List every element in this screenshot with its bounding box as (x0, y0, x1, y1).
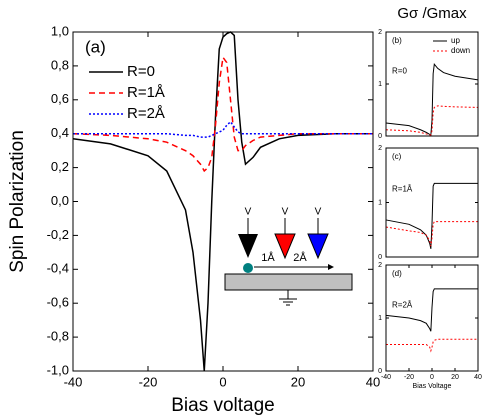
y-tick-label: 0 (378, 254, 382, 261)
series-line (385, 182, 478, 249)
y-tick-label: 0,2 (51, 159, 69, 174)
y-tick-label: -0,6 (47, 295, 69, 310)
x-tick-label: -20 (404, 374, 414, 381)
series-line (385, 221, 478, 247)
x-tick-label: 40 (366, 374, 380, 389)
series-line (385, 63, 479, 136)
legend-label: up (451, 36, 460, 45)
substrate (224, 273, 353, 291)
plot-frame (385, 264, 479, 372)
y-tick-label: 0 (378, 368, 382, 375)
tip (274, 233, 296, 260)
annotation: V (282, 207, 289, 218)
y-tick-label: 2 (378, 29, 382, 36)
y-tick-label: 0,0 (51, 193, 69, 208)
panel-label: (c) (392, 152, 402, 161)
arrow-head (328, 264, 334, 270)
legend-label: R=0 (127, 63, 155, 80)
series-line (72, 31, 373, 372)
panel-label: (a) (85, 37, 106, 56)
panel-label: (b) (392, 36, 402, 45)
y-axis-label: Spin Polarization (7, 130, 28, 273)
legend-label: down (451, 46, 470, 55)
y-tick-label: 1 (378, 315, 382, 322)
x-axis-label: Bias voltage (171, 395, 275, 416)
y-tick-label: 0,8 (51, 57, 69, 72)
y-tick-label: -0,8 (47, 329, 69, 344)
title: Gσ /Gmax (397, 5, 467, 22)
plot-frame (385, 147, 479, 258)
atom (243, 263, 253, 273)
series-line (385, 288, 478, 332)
x-tick-label: 40 (474, 374, 482, 381)
y-tick-label: 0 (378, 133, 382, 140)
tip (238, 234, 258, 258)
y-tick-label: 1,0 (51, 23, 69, 38)
y-tick-label: -1,0 (47, 362, 69, 377)
annotation: 2Å (293, 251, 307, 264)
inset-diagram: V V V 1Å 2Å (224, 207, 353, 306)
legend-label: R=2Å (127, 105, 165, 122)
x-axis-label: Bias Voltage (413, 383, 452, 390)
x-tick-label: 20 (451, 374, 459, 381)
y-tick-label: -0,4 (47, 261, 69, 276)
y-tick-label: 0,4 (51, 125, 69, 140)
y-tick-label: -0,2 (47, 227, 69, 242)
x-tick-label: -40 (64, 374, 83, 389)
series-line (386, 338, 478, 353)
x-tick-label: 0 (430, 374, 434, 381)
y-tick-label: 2 (378, 145, 382, 152)
x-tick-label: 0 (219, 374, 226, 389)
series-line (385, 105, 479, 136)
annotation: 1Å (261, 251, 275, 264)
legend-label: R=1Å (127, 84, 165, 101)
annotation: R=0 (392, 67, 407, 76)
y-tick-label: 1 (378, 199, 382, 206)
series-line (72, 55, 373, 173)
plot-frame (72, 31, 374, 372)
y-tick-label: 2 (378, 262, 382, 269)
annotation: R=1Å (392, 185, 413, 194)
plot-frame (385, 31, 479, 137)
y-tick-label: 0,6 (51, 91, 69, 106)
y-tick-label: 1 (378, 81, 382, 88)
annotation: V (315, 207, 322, 218)
panel-label: (d) (392, 269, 402, 278)
x-tick-label: -20 (139, 374, 158, 389)
x-tick-label: -40 (381, 374, 391, 381)
annotation: V (245, 207, 252, 218)
tip (307, 233, 329, 260)
x-tick-label: 20 (291, 374, 305, 389)
annotation: R=2Å (392, 300, 413, 309)
series-line (73, 120, 373, 138)
